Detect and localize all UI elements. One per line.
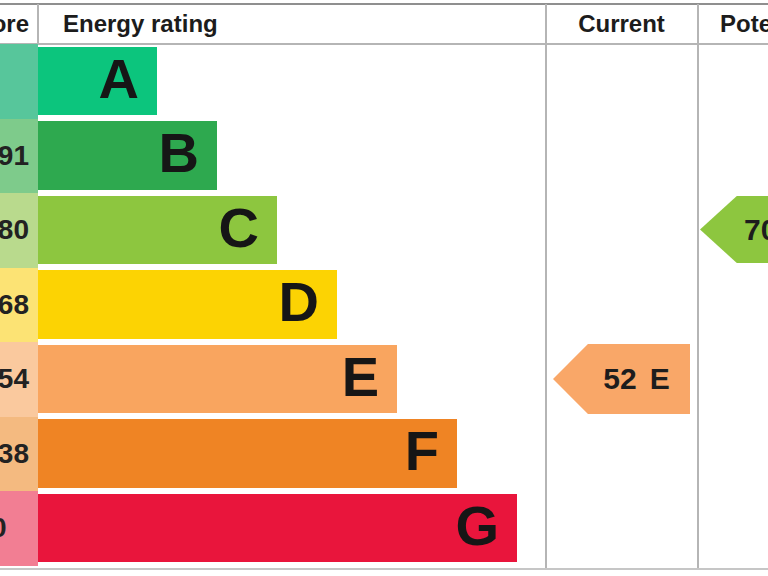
band-bar-a: A (38, 47, 157, 116)
band-bar-f: F (38, 419, 457, 488)
band-letter-a: A (99, 51, 139, 107)
band-row-a: A (0, 44, 768, 119)
score-column-header: Score (0, 4, 38, 43)
score-range-f: 38 (0, 438, 29, 470)
band-bar-b: B (38, 121, 217, 190)
band-bar-e: E (38, 345, 397, 414)
energy-rating-column-header: Energy rating (38, 4, 545, 43)
score-cell-d: 68 (0, 268, 38, 343)
band-letter-d: D (279, 274, 319, 330)
band-letter-b: B (159, 125, 199, 181)
score-cell-f: 38 (0, 417, 38, 492)
score-range-b: 91 (0, 140, 29, 172)
score-range-g: 0 (0, 512, 7, 544)
score-range-c: 80 (0, 214, 29, 246)
current-rating-band: E (650, 364, 670, 394)
band-rows: A 91 B 80 C 68 D 54 E 38 F 0 G (0, 44, 768, 566)
score-range-e: 54 (0, 363, 29, 395)
current-column-header: Current (545, 4, 698, 43)
bottom-border-line (0, 568, 768, 570)
score-cell-b: 91 (0, 119, 38, 194)
band-letter-g: G (455, 498, 499, 554)
band-row-f: 38 F (0, 417, 768, 492)
band-letter-c: C (219, 200, 259, 256)
band-bar-d: D (38, 270, 337, 339)
score-cell-a (0, 44, 38, 119)
band-row-b: 91 B (0, 119, 768, 194)
score-cell-g: 0 (0, 491, 38, 566)
band-row-g: 0 G (0, 491, 768, 566)
band-bar-g: G (38, 494, 517, 563)
potential-column-header: Potential (698, 4, 768, 43)
score-cell-e: 54 (0, 342, 38, 417)
table-header: Score Energy rating Current Potential (0, 4, 768, 43)
potential-rating-value: 70 (744, 215, 768, 245)
band-bar-c: C (38, 196, 277, 265)
epc-rating-chart: Score Energy rating Current Potential A … (0, 0, 768, 576)
score-range-d: 68 (0, 289, 29, 321)
band-row-c: 80 C (0, 193, 768, 268)
band-letter-e: E (342, 349, 379, 405)
score-cell-c: 80 (0, 193, 38, 268)
band-row-d: 68 D (0, 268, 768, 343)
current-rating-value: 52 (603, 364, 636, 394)
band-letter-f: F (405, 423, 439, 479)
